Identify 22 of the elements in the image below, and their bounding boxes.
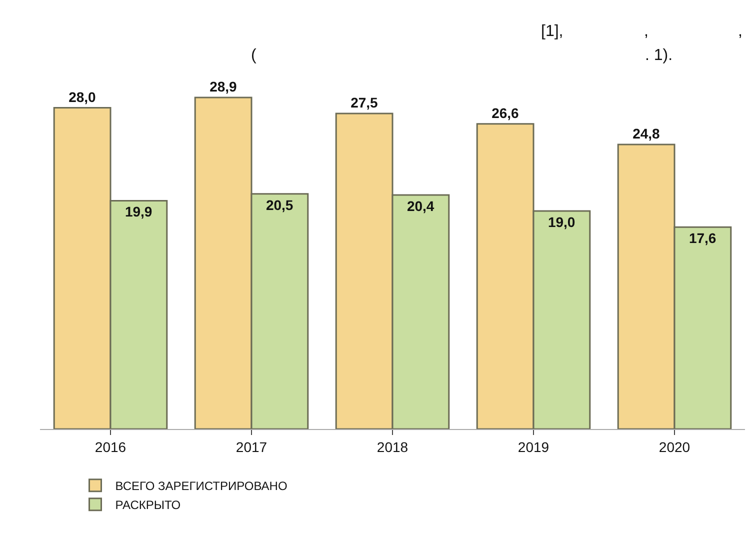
text: [1], [541,23,564,40]
data-label: 19,9 [124,204,152,220]
text: , [644,23,648,40]
data-label: 27,5 [350,94,378,111]
data-label: 19,0 [548,214,576,230]
text: . 1). [645,47,673,64]
legend-label: ВСЕГО ЗАРЕГИСТРИРОВАНО [115,479,288,494]
x-tick-label: 2017 [236,438,268,455]
data-label: 20,4 [406,198,434,214]
legend-label: РАСКРЫТО [115,498,181,512]
x-tick-label: 2018 [376,438,408,455]
x-tick-label: 2020 [658,438,690,455]
text: ( [251,47,257,64]
x-tick-label: 2016 [94,438,126,455]
data-label: 17,6 [688,230,716,246]
data-label: 28,0 [68,88,96,105]
data-label: 20,5 [266,196,294,213]
data-label: 26,6 [492,104,520,121]
data-label: 28,9 [210,78,238,94]
x-tick-label: 2019 [518,438,550,455]
text: , [738,23,742,40]
data-label: 24,8 [632,125,660,142]
